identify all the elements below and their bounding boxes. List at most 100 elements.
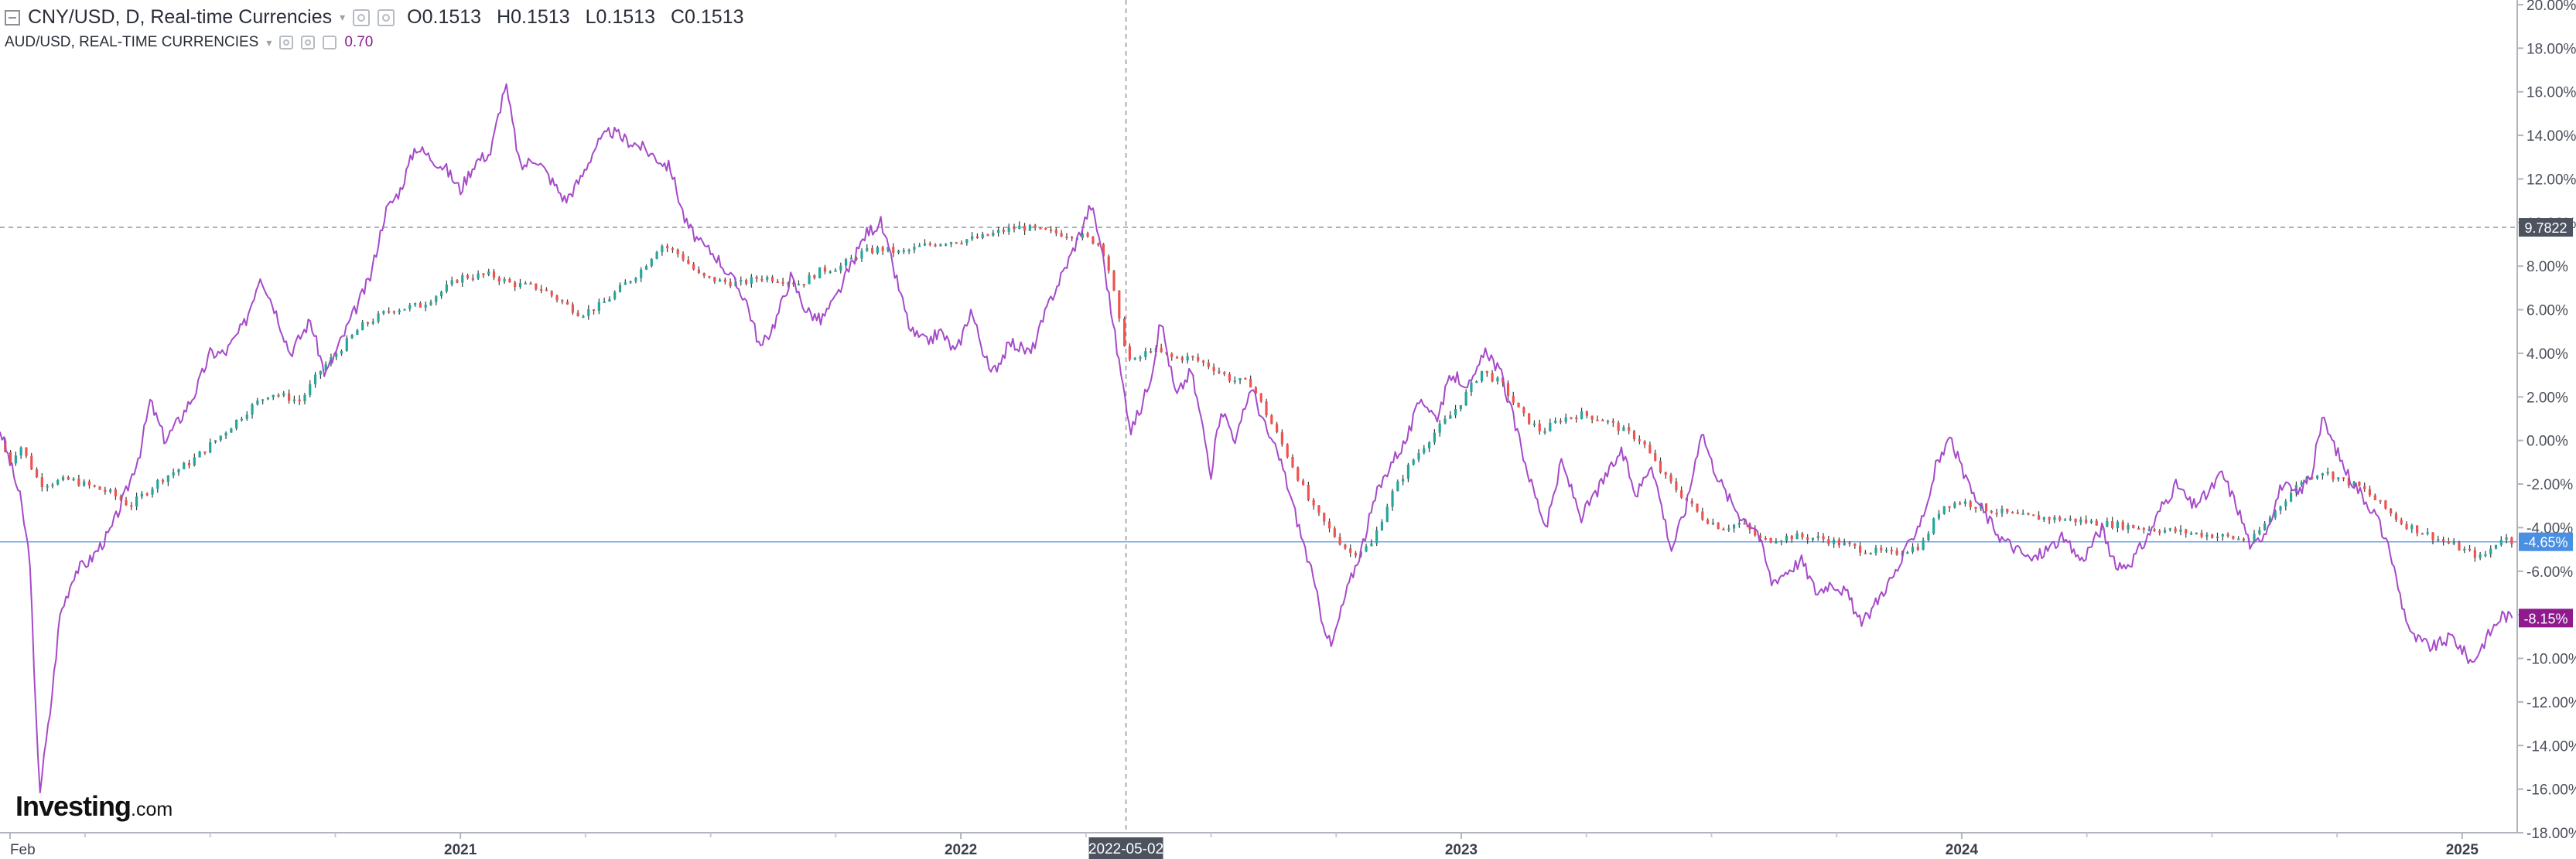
logo-name: Investing <box>15 790 132 822</box>
candle-body <box>77 479 80 486</box>
candle-body <box>1286 444 1289 457</box>
candle-body <box>1175 356 1179 359</box>
main-symbol-label[interactable]: CNY/USD, D, Real-time Currencies <box>28 6 333 28</box>
candle-body <box>2484 554 2487 556</box>
candle-body <box>2479 554 2482 558</box>
candle-body <box>2163 530 2167 533</box>
candle-body <box>193 457 196 466</box>
candle-body <box>1628 427 1631 431</box>
candle-body <box>2016 512 2019 514</box>
settings-icon[interactable] <box>353 9 371 26</box>
candle-body <box>682 254 685 261</box>
x-tick-label: 2024 <box>1946 842 1979 858</box>
price-axis[interactable]: 20.00%18.00%16.00%14.00%12.00%10.00%8.00… <box>2517 0 2576 842</box>
candle-body <box>1874 547 1877 554</box>
candle-body <box>1932 518 1935 534</box>
candle-body <box>1664 472 1667 475</box>
candle-body <box>2410 525 2414 530</box>
candle-body <box>1244 378 1247 380</box>
candle-body <box>1102 244 1105 257</box>
candle-body <box>2326 472 2329 474</box>
candle-body <box>240 418 244 421</box>
candle-body <box>1180 356 1184 361</box>
candle-body <box>461 274 464 283</box>
candle-body <box>2337 477 2340 480</box>
open-value: O0.1513 <box>407 6 482 28</box>
candle-body <box>1170 353 1174 357</box>
candle-body <box>487 271 490 275</box>
candle-body <box>1864 552 1867 554</box>
candle-body <box>2006 508 2009 513</box>
candle-body <box>839 265 842 271</box>
candle-body <box>1827 539 1830 544</box>
main-legend: CNY/USD, D, Real-time Currencies ▾ O0.15… <box>5 6 744 29</box>
candle-body <box>1638 439 1641 441</box>
hide-icon[interactable] <box>301 36 316 49</box>
candle-body <box>172 472 175 476</box>
time-axis[interactable]: Feb 2021 2022 2023 2024 2025 <box>9 833 2479 858</box>
candle-body <box>2211 534 2214 538</box>
candle-body <box>2510 537 2513 544</box>
candle-body <box>382 311 385 314</box>
candle-body <box>1985 503 1988 511</box>
candle-body <box>702 273 705 277</box>
candle-body <box>718 279 722 282</box>
settings-icon[interactable] <box>279 36 294 49</box>
candle-body <box>870 247 874 254</box>
candle-body <box>203 451 207 453</box>
candle-body <box>1238 378 1242 381</box>
candle-body <box>1207 362 1210 367</box>
candle-body <box>1160 347 1163 353</box>
candle-body <box>2489 548 2492 554</box>
candle-body <box>2468 548 2472 551</box>
candle-body <box>965 239 969 244</box>
candle-body <box>151 488 154 495</box>
chevron-down-icon[interactable]: ▾ <box>340 11 346 23</box>
candle-body <box>902 251 905 253</box>
collapse-icon[interactable] <box>5 9 20 26</box>
chevron-down-icon[interactable]: ▾ <box>266 36 272 49</box>
candle-body <box>1654 453 1657 462</box>
candle-body <box>1496 377 1499 382</box>
close-icon[interactable] <box>323 36 337 49</box>
candle-body <box>661 245 664 253</box>
candle-body <box>975 236 979 239</box>
candle-body <box>471 278 474 280</box>
x-tick-label: 2025 <box>2446 842 2479 858</box>
candle-body <box>1023 225 1027 231</box>
candle-body <box>371 322 374 324</box>
candle-body <box>2232 536 2235 539</box>
candle-body <box>2405 523 2408 530</box>
candle-body <box>67 476 70 480</box>
y-tick-label: -14.00% <box>2526 738 2576 755</box>
candle-body <box>51 484 54 486</box>
candle-body <box>1312 499 1315 506</box>
candle-body <box>1470 382 1473 392</box>
candle-body <box>650 258 653 267</box>
cny-usd-candles <box>4 221 2513 562</box>
compare-symbol-label[interactable]: AUD/USD, REAL-TIME CURRENCIES <box>5 34 259 50</box>
candle-body <box>1485 370 1488 373</box>
candle-body <box>1585 411 1588 416</box>
candle-body <box>1307 485 1310 500</box>
candle-body <box>424 305 427 308</box>
candle-body <box>119 496 122 500</box>
candle-body <box>855 257 858 260</box>
candle-body <box>1732 524 1736 529</box>
candle-body <box>1596 419 1599 421</box>
hide-icon[interactable] <box>378 9 395 26</box>
candle-body <box>2237 538 2240 540</box>
candle-body <box>587 309 590 316</box>
candle-body <box>1901 554 1904 556</box>
candle-body <box>309 383 312 395</box>
candle-body <box>1959 503 1962 505</box>
candle-body <box>571 304 574 313</box>
candle-body <box>1884 550 1888 552</box>
candle-body <box>1433 432 1436 443</box>
candle-body <box>1396 481 1399 492</box>
y-tick-label: 20.00% <box>2526 0 2576 14</box>
y-tick-label: 14.00% <box>2526 128 2576 145</box>
candle-body <box>550 291 553 296</box>
low-value: L0.1513 <box>585 6 655 28</box>
